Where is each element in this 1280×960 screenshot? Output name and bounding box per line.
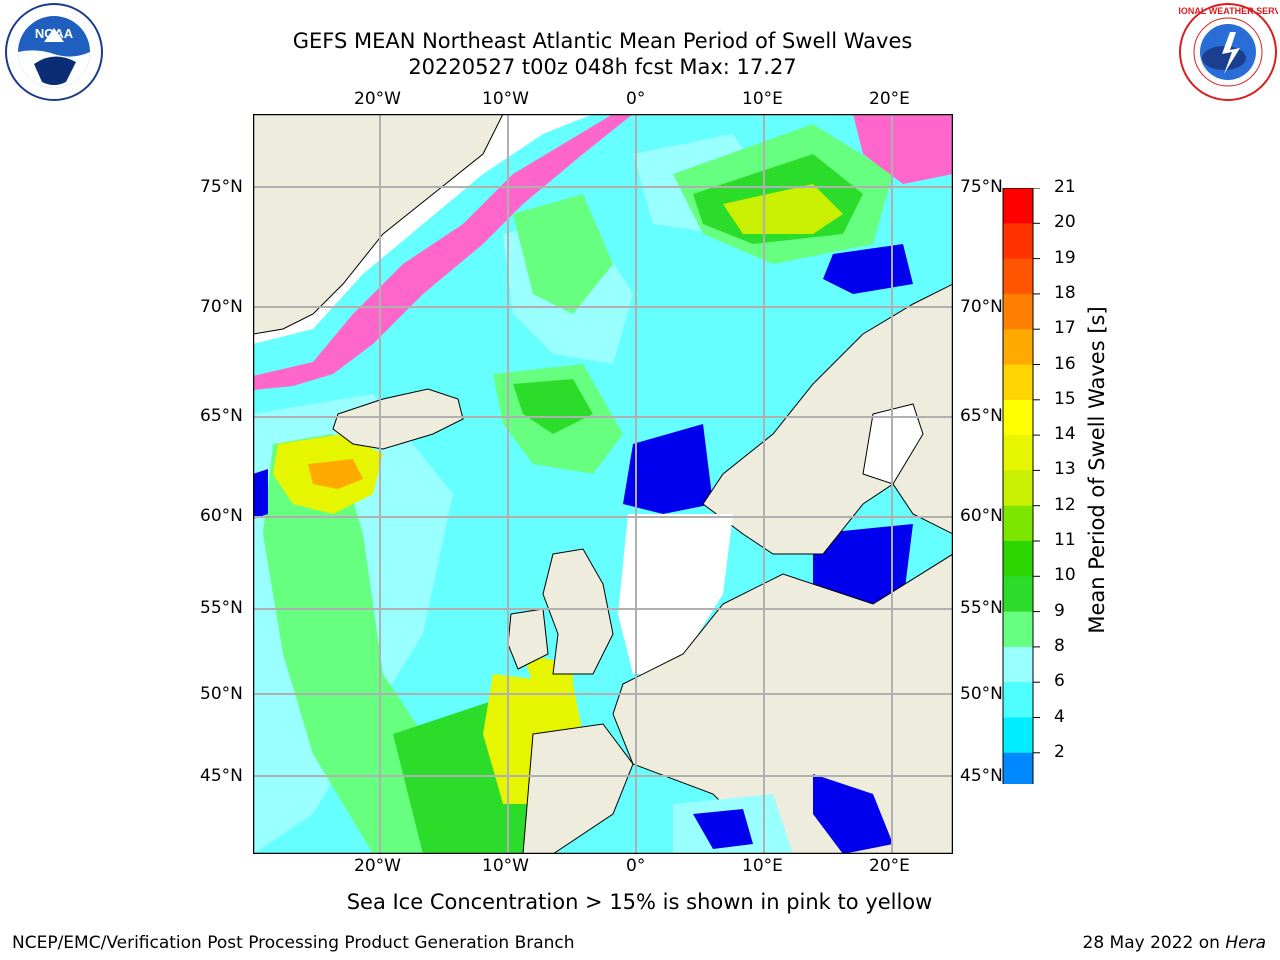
colorbar-label: Mean Period of Swell Waves [s] [1085, 306, 1109, 634]
colorbar-tick-label: 6 [1054, 671, 1065, 692]
colorbar-segment [1003, 258, 1033, 295]
colorbar-segment [1003, 470, 1033, 507]
colorbar-tick-label: 12 [1054, 494, 1076, 515]
lon-label-top-10e: 10°E [742, 89, 783, 109]
lat-label-left-50n: 50°N [200, 684, 243, 704]
colorbar-tick-label: 15 [1054, 388, 1076, 409]
lon-label-bottom-20w: 20°W [354, 856, 401, 876]
colorbar-segment [1003, 611, 1033, 648]
chart-title-line2: 20220527 t00z 048h fcst Max: 17.27 [408, 55, 797, 79]
lat-label-left-45n: 45°N [200, 766, 243, 786]
colorbar-tick-label: 19 [1054, 247, 1076, 268]
chart-title-line1: GEFS MEAN Northeast Atlantic Mean Period… [292, 29, 913, 53]
lat-label-right-65n: 65°N [960, 406, 1003, 426]
lat-label-right-70n: 70°N [960, 297, 1003, 317]
land-scandinavia [702, 283, 953, 555]
sea-ice-note: Sea Ice Concentration > 15% is shown in … [346, 890, 933, 914]
colorbar-tick-label: 8 [1054, 635, 1065, 656]
colorbar-segment [1003, 435, 1033, 471]
colorbar-tick-label: 20 [1054, 212, 1076, 233]
lat-label-left-55n: 55°N [200, 598, 243, 618]
lat-label-right-75n: 75°N [960, 177, 1003, 197]
footer-branch: NCEP/EMC/Verification Post Processing Pr… [12, 933, 575, 953]
colorbar-segment [1003, 329, 1033, 365]
colorbar-tick-label: 17 [1054, 318, 1076, 339]
lat-label-right-55n: 55°N [960, 598, 1003, 618]
colorbar-segment [1003, 364, 1033, 401]
colorbar-segment [1003, 646, 1033, 683]
colorbar-tick-label: 10 [1054, 565, 1076, 586]
colorbar-segment [1003, 399, 1033, 436]
colorbar-tick-label: 16 [1054, 353, 1076, 374]
footer-date-text: 28 May 2022 on [1082, 933, 1226, 953]
map-plot [253, 114, 953, 854]
noaa-logo-text: NOAA [35, 26, 74, 41]
lat-label-right-60n: 60°N [960, 506, 1003, 526]
colorbar [1002, 188, 1040, 784]
lon-label-bottom-20e: 20°E [869, 856, 910, 876]
lon-label-top-10w: 10°W [482, 89, 529, 109]
lon-label-bottom-0: 0° [626, 856, 646, 876]
land-great-britain [542, 548, 614, 675]
lat-label-left-60n: 60°N [200, 506, 243, 526]
colorbar-tick-label: 13 [1054, 459, 1076, 480]
colorbar-segment [1003, 223, 1033, 260]
colorbar-segment [1003, 505, 1033, 542]
lat-label-left-75n: 75°N [200, 177, 243, 197]
lon-label-bottom-10w: 10°W [482, 856, 529, 876]
colorbar-segment [1003, 188, 1033, 224]
colorbar-tick-label: 11 [1054, 530, 1076, 550]
nws-logo: NATIONAL WEATHER SERVICE [1161, 2, 1280, 102]
colorbar-tick-label: 2 [1054, 741, 1065, 762]
colorbar-segment [1003, 576, 1033, 613]
lat-label-right-50n: 50°N [960, 684, 1003, 704]
nws-logo-text: NATIONAL WEATHER SERVICE [1178, 6, 1278, 16]
lon-label-top-20w: 20°W [354, 89, 401, 109]
land-iberia [522, 723, 634, 854]
lon-label-top-20e: 20°E [869, 89, 910, 109]
land-europe [612, 553, 953, 854]
colorbar-tick-label: 21 [1054, 177, 1076, 197]
colorbar-segment [1003, 717, 1033, 754]
colorbar-tick-label: 9 [1054, 600, 1065, 621]
colorbar-segment [1003, 682, 1033, 718]
footer-date: 28 May 2022 on Hera [1083, 933, 1267, 953]
north-sea-nodata [618, 514, 733, 674]
swell-blue-norway [623, 424, 713, 514]
sea-ice-edge [253, 114, 633, 390]
colorbar-segment [1003, 293, 1033, 330]
land-greenland [253, 114, 504, 335]
colorbar-tick-label: 4 [1054, 706, 1065, 727]
lat-label-right-45n: 45°N [960, 766, 1003, 786]
footer-host: Hera [1225, 933, 1266, 953]
lon-label-bottom-10e: 10°E [742, 856, 783, 876]
colorbar-segment [1003, 541, 1033, 577]
colorbar-tick-label: 14 [1054, 424, 1076, 445]
colorbar-tick-label: 18 [1054, 282, 1076, 303]
colorbar-border [1002, 188, 1034, 784]
colorbar-segment [1003, 752, 1033, 784]
graticule [253, 114, 953, 854]
land-iceland [332, 388, 464, 450]
lat-label-left-65n: 65°N [200, 406, 243, 426]
lat-label-left-70n: 70°N [200, 297, 243, 317]
lon-label-top-0: 0° [626, 89, 646, 109]
noaa-logo: NOAA [4, 2, 104, 102]
